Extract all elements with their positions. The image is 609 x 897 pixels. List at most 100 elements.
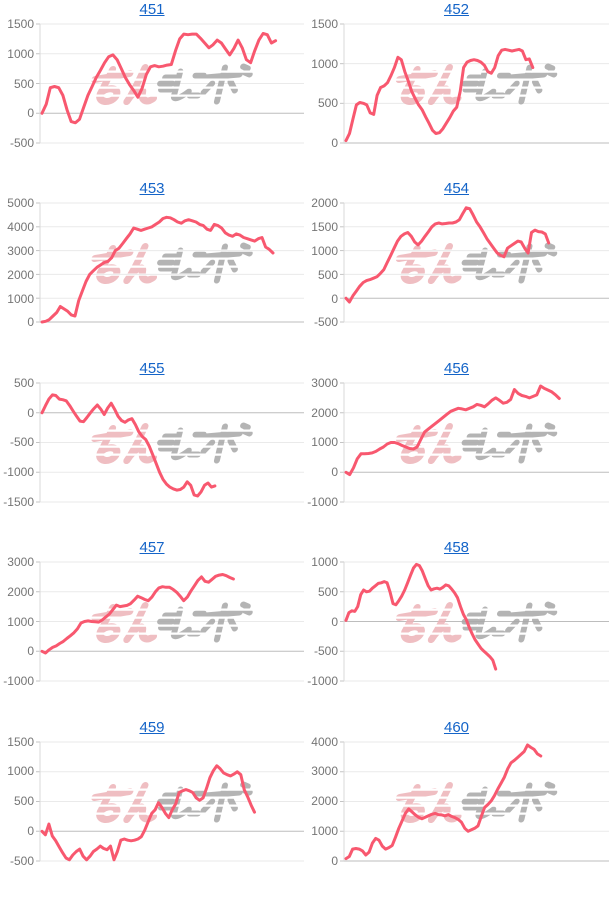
watermark-repo-glyphs — [461, 63, 558, 105]
y-axis-label: 0 — [27, 823, 34, 838]
chart-title-link[interactable]: 452 — [443, 1, 470, 18]
y-axis-label: 3000 — [311, 375, 338, 390]
y-axis-label: 0 — [331, 291, 338, 306]
y-axis-label: 1500 — [311, 17, 338, 31]
y-axis-label: 1000 — [311, 555, 338, 570]
chart-plot — [340, 382, 609, 503]
y-axis-label: 4000 — [311, 734, 338, 749]
watermark-min-glyphs — [395, 64, 462, 105]
watermark-logo — [91, 601, 253, 644]
y-axis-label: 0 — [27, 315, 34, 330]
y-axis-label: 0 — [27, 644, 34, 659]
watermark-repo-glyphs — [157, 601, 253, 643]
chart-line — [344, 206, 551, 304]
chart-title: 455 — [0, 360, 304, 378]
watermark-min-glyphs — [91, 781, 158, 823]
chart-title: 452 — [304, 1, 609, 19]
chart-title-link[interactable]: 455 — [139, 359, 165, 377]
y-axis-label: 500 — [13, 794, 34, 809]
chart-plot — [340, 741, 609, 862]
y-axis-label: 2000 — [311, 405, 338, 420]
chart-title: 459 — [0, 719, 304, 737]
chart-line — [344, 384, 561, 476]
watermark-logo — [395, 422, 558, 464]
chart-cell: 459 1500 1000 500 0 -500 — [0, 718, 304, 897]
chart-cell: 457 3000 2000 1000 0 -1000 — [0, 538, 304, 717]
y-axis-label: 500 — [317, 584, 338, 599]
chart-title-link[interactable]: 457 — [139, 539, 165, 557]
y-axis-label: 3000 — [311, 764, 338, 779]
chart-plot — [36, 23, 304, 144]
chart-line — [40, 32, 278, 125]
watermark-repo-glyphs — [157, 422, 253, 464]
watermark-logo — [91, 63, 253, 105]
y-axis-label: -1000 — [307, 494, 338, 509]
chart-cell: 454 2000 1500 1000 500 0 -500 — [304, 179, 609, 358]
y-axis-label: 500 — [13, 76, 34, 91]
y-axis-label: 2000 — [7, 584, 34, 599]
y-axis-label: -500 — [9, 853, 34, 868]
chart-line — [40, 393, 217, 498]
y-axis-label: 500 — [317, 267, 338, 282]
chart-title-link[interactable]: 460 — [443, 718, 470, 736]
watermark-repo-glyphs — [461, 781, 558, 823]
chart-line — [40, 573, 235, 655]
y-axis-label: 500 — [317, 96, 338, 111]
chart-plot — [340, 202, 609, 323]
watermark-logo — [395, 601, 558, 644]
watermark-repo-glyphs — [461, 242, 558, 284]
chart-plot — [36, 741, 304, 862]
y-axis-label: -500 — [9, 136, 34, 150]
y-axis-label: -500 — [313, 644, 338, 659]
y-axis-label: 1500 — [7, 17, 34, 31]
y-axis-label: 5000 — [7, 196, 34, 211]
y-axis-label: -500 — [313, 315, 338, 330]
y-axis-label: 1000 — [311, 243, 338, 258]
y-axis-label: 1000 — [7, 46, 34, 61]
watermark-min-glyphs — [91, 422, 158, 464]
y-axis-label: 0 — [331, 614, 338, 629]
watermark-repo-glyphs — [461, 422, 558, 464]
chart-title-link[interactable]: 458 — [443, 539, 470, 557]
watermark-min-glyphs — [395, 422, 462, 464]
watermark-min-glyphs — [91, 602, 158, 644]
chart-title-link[interactable]: 451 — [139, 1, 165, 18]
chart-title-link[interactable]: 454 — [443, 180, 470, 198]
chart-title-link[interactable]: 459 — [139, 718, 165, 736]
watermark-logo — [91, 422, 253, 464]
chart-cell: 456 3000 2000 1000 0 -1000 — [304, 359, 609, 538]
y-axis-label: -1500 — [3, 494, 34, 509]
chart-title: 453 — [0, 180, 304, 198]
chart-title: 458 — [304, 539, 609, 557]
chart-plot — [340, 561, 609, 682]
chart-cell: 451 1500 1000 500 0 -500 — [0, 0, 304, 179]
chart-cell: 460 4000 3000 2000 1000 0 — [304, 718, 609, 897]
chart-plot — [36, 561, 304, 682]
y-axis-label: 2000 — [7, 267, 34, 282]
chart-line — [344, 47, 535, 143]
chart-line — [40, 216, 275, 324]
y-axis-label: 1500 — [311, 220, 338, 235]
y-axis-label: 0 — [331, 853, 338, 868]
watermark-logo — [395, 63, 558, 105]
y-axis-label: 1000 — [7, 764, 34, 779]
y-axis-label: -1000 — [3, 674, 34, 689]
chart-cell: 453 5000 4000 3000 2000 1000 0 — [0, 179, 304, 358]
y-axis-label: 1000 — [311, 435, 338, 450]
chart-title-link[interactable]: 453 — [139, 180, 165, 198]
chart-title: 451 — [0, 1, 304, 19]
chart-line — [344, 563, 498, 671]
y-axis-label: 0 — [331, 136, 338, 150]
watermark-repo-glyphs — [157, 242, 253, 284]
watermark-min-glyphs — [395, 602, 462, 644]
watermark-logo — [395, 781, 558, 823]
y-axis-label: 500 — [13, 375, 34, 390]
y-axis-label: -1000 — [3, 465, 34, 480]
chart-title-link[interactable]: 456 — [443, 359, 470, 377]
y-axis-label: 3000 — [7, 243, 34, 258]
y-axis-label: 3000 — [7, 555, 34, 570]
chart-title: 456 — [304, 360, 609, 378]
y-axis-label: 0 — [331, 465, 338, 480]
chart-plot — [36, 202, 304, 324]
